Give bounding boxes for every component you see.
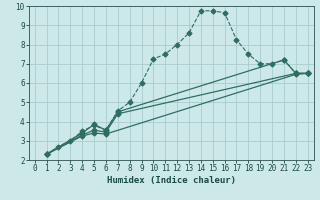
- X-axis label: Humidex (Indice chaleur): Humidex (Indice chaleur): [107, 176, 236, 185]
